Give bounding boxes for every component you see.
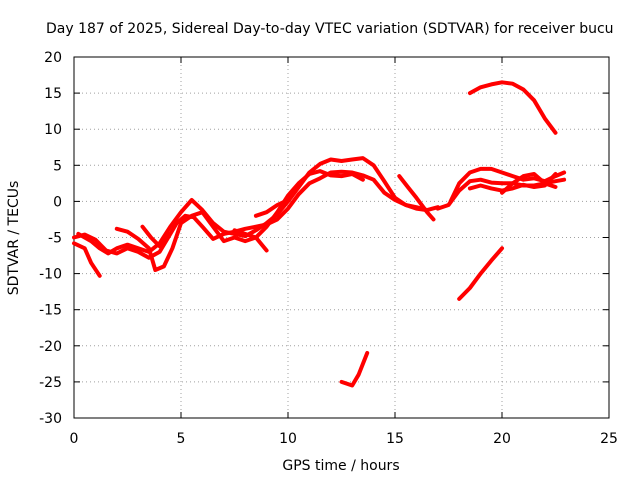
series-trace-1 <box>72 241 102 278</box>
series-trace-10 <box>448 166 567 204</box>
series-trace-15 <box>339 351 370 388</box>
series-trace-6 <box>232 228 269 253</box>
series-trace-4 <box>114 169 365 272</box>
y-tick-label: 5 <box>53 158 62 174</box>
x-tick-label: 0 <box>70 431 79 447</box>
y-tick-label: 20 <box>44 50 62 66</box>
series-trace-14 <box>457 246 504 301</box>
x-tick-label: 25 <box>600 431 618 447</box>
grid <box>74 57 609 418</box>
y-tick-label: -15 <box>39 303 62 319</box>
x-tick-label: 20 <box>493 431 511 447</box>
y-tick-label: -5 <box>48 231 62 247</box>
x-tick-label: 5 <box>177 431 186 447</box>
chart-title: Day 187 of 2025, Sidereal Day-to-day VTE… <box>46 21 614 37</box>
x-axis-label: GPS time / hours <box>282 458 399 474</box>
x-tick-label: 15 <box>386 431 404 447</box>
y-tick-label: 15 <box>44 86 62 102</box>
y-tick-label: 10 <box>44 122 62 138</box>
y-tick-label: -25 <box>39 375 62 391</box>
series-trace-3 <box>76 156 430 256</box>
data-series <box>72 80 567 388</box>
series-trace-11 <box>467 172 558 193</box>
axis-ticks: 0 5 10 15 20 25 -30 -25 -20 -15 -10 -5 0 5 10 15 20 <box>39 50 618 447</box>
y-tick-label: -10 <box>39 267 62 283</box>
y-tick-label: -20 <box>39 339 62 355</box>
y-tick-label: -30 <box>39 411 62 427</box>
series-trace-13 <box>467 80 558 135</box>
y-axis-label: SDTVAR / TECUs <box>6 181 22 296</box>
series-trace-12 <box>500 172 558 195</box>
y-tick-label: 0 <box>53 194 62 210</box>
series-trace-7 <box>253 198 290 218</box>
series-trace-8 <box>397 174 436 222</box>
series-trace-5 <box>140 224 171 249</box>
x-tick-label: 10 <box>279 431 297 447</box>
series-trace-2 <box>72 169 440 260</box>
